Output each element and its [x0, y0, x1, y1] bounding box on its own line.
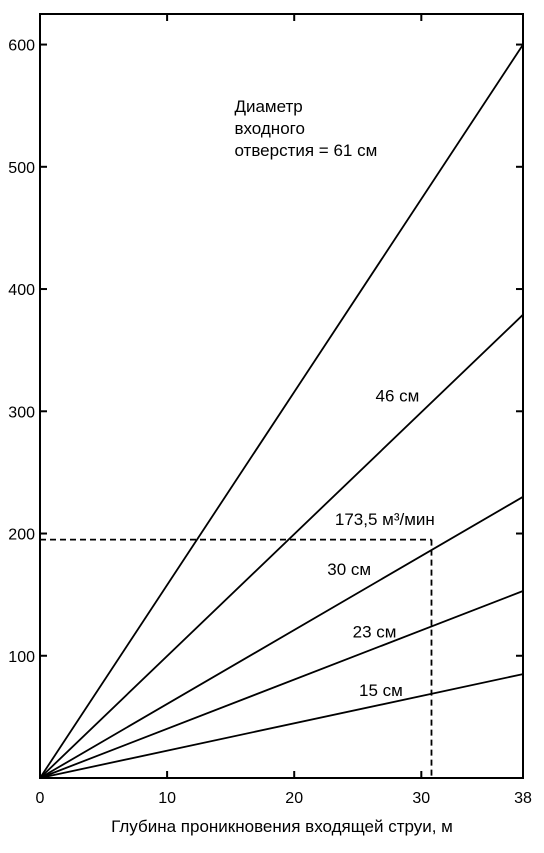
x-tick-label: 20 — [285, 790, 303, 807]
y-tick-label: 500 — [8, 160, 35, 177]
y-tick-label: 600 — [8, 38, 35, 55]
tick-labels: 0 10 20 30 38 100 200 300 400 500 600 — [8, 38, 532, 807]
annotations: Диаметр входного отверстия = 61 см 46 см 173… — [234, 97, 434, 700]
annotation-line: отверстия = 61 см — [234, 141, 377, 160]
y-tick-label: 100 — [8, 649, 35, 666]
plot-frame — [39, 13, 524, 779]
annotation-label: 30 см — [327, 560, 371, 579]
series-line — [39, 314, 524, 779]
annotation-line: Диаметр — [234, 97, 302, 116]
plot-border — [39, 13, 524, 779]
x-tick-label: 10 — [158, 790, 176, 807]
series-line — [39, 673, 524, 779]
annotation-label: 15 см — [359, 681, 403, 700]
x-tick-label: 38 — [514, 790, 532, 807]
series-line — [39, 496, 524, 779]
y-tick-label: 300 — [8, 404, 35, 421]
series-lines — [39, 44, 524, 779]
y-tick-label: 400 — [8, 282, 35, 299]
y-tick-label: 200 — [8, 527, 35, 544]
axis-ticks — [39, 14, 524, 778]
reference-lines — [40, 538, 433, 778]
series-line — [39, 590, 524, 779]
annotation-label: 173,5 м³/мин — [335, 510, 435, 529]
x-tick-label: 0 — [36, 790, 45, 807]
annotation-label: Диаметр входного отверстия = 61 см — [234, 97, 377, 160]
annotation-line: входного — [234, 119, 304, 138]
x-axis-title: Глубина проникновения входящей струи, м — [111, 817, 453, 836]
x-tick-label: 30 — [412, 790, 430, 807]
annotation-label: 23 см — [353, 622, 397, 641]
annotation-label: 46 см — [376, 387, 420, 406]
series-line — [39, 44, 524, 779]
